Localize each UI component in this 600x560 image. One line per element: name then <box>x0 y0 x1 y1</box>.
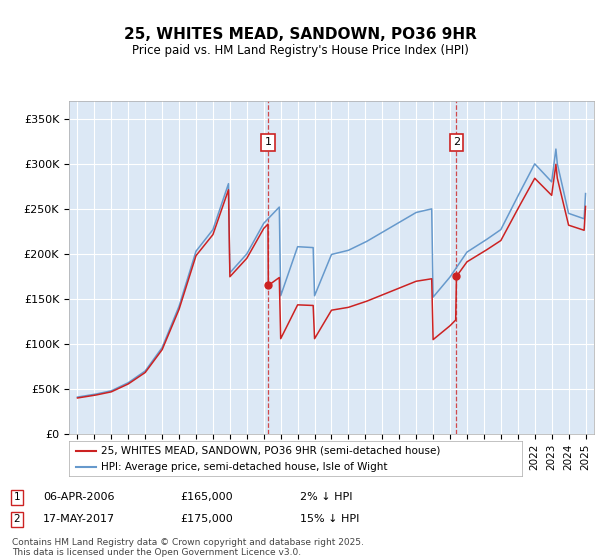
Text: 2: 2 <box>453 137 460 147</box>
Text: £175,000: £175,000 <box>180 514 233 524</box>
Text: 25, WHITES MEAD, SANDOWN, PO36 9HR: 25, WHITES MEAD, SANDOWN, PO36 9HR <box>124 27 476 42</box>
Text: 17-MAY-2017: 17-MAY-2017 <box>43 514 115 524</box>
Text: 06-APR-2006: 06-APR-2006 <box>43 492 115 502</box>
Text: 2: 2 <box>13 514 20 524</box>
Text: 1: 1 <box>13 492 20 502</box>
Text: Price paid vs. HM Land Registry's House Price Index (HPI): Price paid vs. HM Land Registry's House … <box>131 44 469 57</box>
Text: 2% ↓ HPI: 2% ↓ HPI <box>300 492 353 502</box>
Text: 15% ↓ HPI: 15% ↓ HPI <box>300 514 359 524</box>
Text: 1: 1 <box>265 137 272 147</box>
Text: £165,000: £165,000 <box>180 492 233 502</box>
Text: Contains HM Land Registry data © Crown copyright and database right 2025.
This d: Contains HM Land Registry data © Crown c… <box>12 538 364 557</box>
Text: HPI: Average price, semi-detached house, Isle of Wight: HPI: Average price, semi-detached house,… <box>101 462 387 472</box>
Text: 25, WHITES MEAD, SANDOWN, PO36 9HR (semi-detached house): 25, WHITES MEAD, SANDOWN, PO36 9HR (semi… <box>101 446 440 456</box>
